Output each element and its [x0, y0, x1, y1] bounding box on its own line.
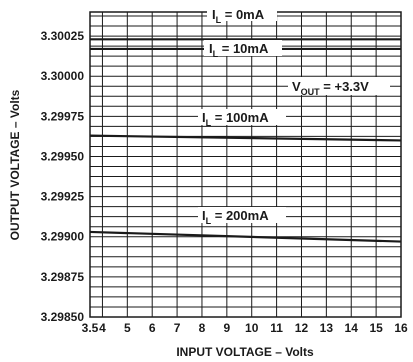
- x-tick-label-13: 16: [394, 321, 408, 335]
- x-tick-label-10: 13: [320, 321, 334, 335]
- x-tick-label-2: 5: [124, 321, 131, 335]
- x-tick-label-12: 15: [369, 321, 383, 335]
- y-tick-label-6: 3.30000: [41, 69, 85, 83]
- y-tick-labels: 3.29850 3.29875 3.29900 3.29925 3.29950 3.299…: [41, 29, 85, 324]
- curve-label-1-bg: [204, 40, 282, 56]
- x-axis-label: INPUT VOLTAGE – Volts: [176, 345, 314, 359]
- x-tick-label-11: 14: [345, 321, 359, 335]
- curve-label-0-bg: [207, 5, 277, 21]
- y-axis-label: OUTPUT VOLTAGE – Volts: [8, 89, 22, 240]
- curve-label-2: IL = 100mA: [202, 110, 269, 128]
- y-tick-label-4: 3.29950: [41, 149, 85, 163]
- curve-label-2-bg: [198, 109, 286, 125]
- y-tick-label-1: 3.29875: [41, 270, 85, 284]
- x-tick-label-3: 6: [149, 321, 156, 335]
- curve-label-0: IL = 0mA: [212, 7, 265, 25]
- grid: [89, 12, 402, 318]
- x-tick-label-8: 11: [270, 321, 283, 335]
- x-tick-label-5: 8: [199, 321, 206, 335]
- series-line-2: [89, 134, 402, 142]
- y-tick-label-3: 3.29925: [41, 190, 85, 204]
- x-tick-label-1: 4: [99, 321, 106, 335]
- x-tick-label-4: 7: [174, 321, 181, 335]
- x-tick-label-6: 9: [223, 321, 230, 335]
- x-tick-label-7: 10: [245, 321, 259, 335]
- series-line-3: [89, 230, 402, 243]
- y-tick-label-7: 3.30025: [41, 29, 85, 43]
- vout-annotation-bg: [288, 77, 390, 95]
- plot-frame: [89, 11, 402, 318]
- x-tick-label-0: 3.5: [82, 321, 99, 335]
- y-tick-label-5: 3.29975: [41, 109, 85, 123]
- curve-label-1: IL = 10mA: [209, 41, 269, 59]
- curve-label-3-bg: [198, 207, 286, 223]
- vout-annotation: VOUT = +3.3V: [292, 79, 369, 97]
- y-tick-label-2: 3.29900: [41, 230, 85, 244]
- x-tick-labels: 3.5 4 5 6 7 8 9 10 11 12 13 14 15 16: [82, 321, 408, 335]
- curve-label-3: IL = 200mA: [202, 208, 269, 226]
- y-tick-label-0: 3.29850: [41, 310, 85, 324]
- x-tick-label-9: 12: [295, 321, 309, 335]
